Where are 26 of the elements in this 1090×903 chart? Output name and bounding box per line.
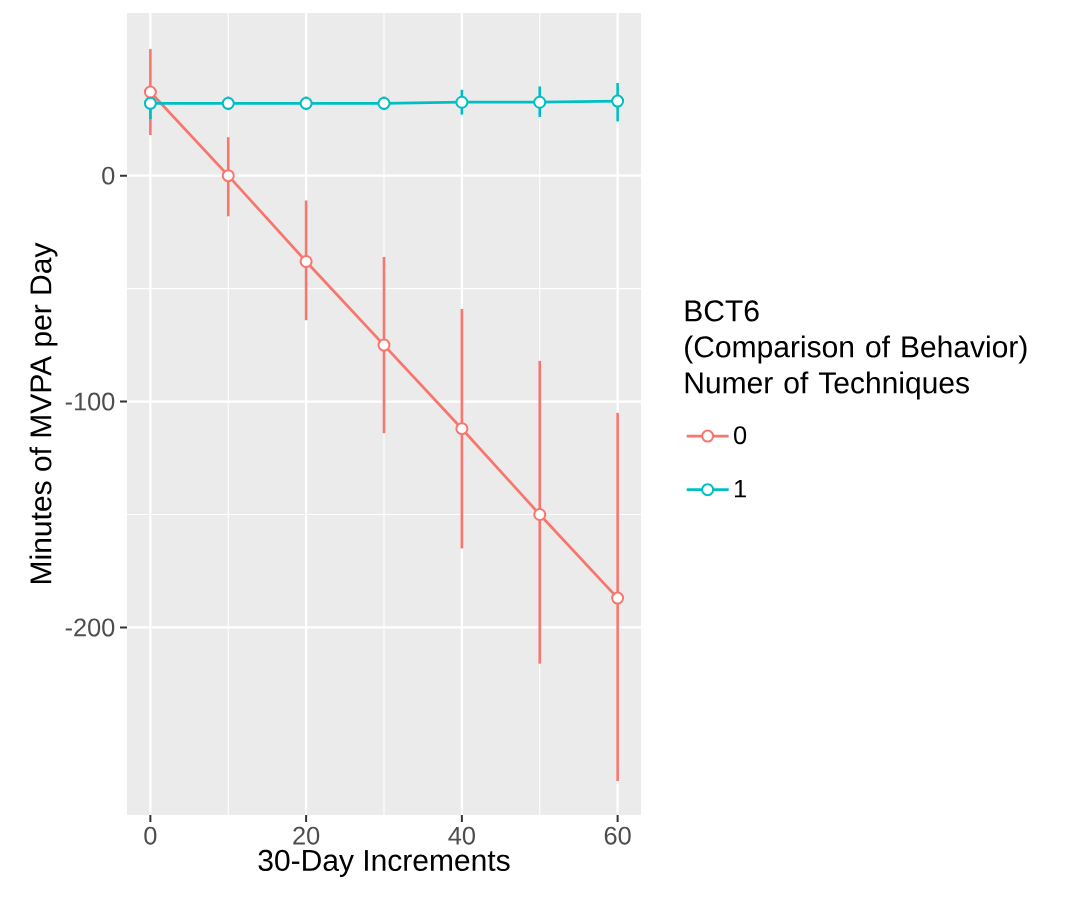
point xyxy=(143,96,157,110)
legend-label: 1 xyxy=(734,479,746,498)
y-tick-label: -100 xyxy=(65,392,115,411)
point xyxy=(533,508,547,522)
point xyxy=(221,169,235,183)
x-tick-label: 20 xyxy=(293,826,320,845)
point xyxy=(377,338,391,352)
legend-title: BCT6 (Comparison of Behavior) Numer of Techniques xyxy=(685,300,1027,400)
point xyxy=(533,95,547,109)
y-axis-title: Minutes of MVPA per Day xyxy=(29,242,58,583)
x-tick-label: 40 xyxy=(448,826,475,845)
point xyxy=(611,591,625,605)
point xyxy=(611,94,625,108)
point xyxy=(143,85,157,99)
point xyxy=(299,254,313,268)
point xyxy=(377,96,391,110)
point xyxy=(455,422,469,436)
y-tick-label: 0 xyxy=(102,166,115,185)
x-axis-title: 30-Day Increments xyxy=(258,849,510,877)
point xyxy=(299,96,313,110)
point xyxy=(455,95,469,109)
x-tick-label: 60 xyxy=(604,826,631,845)
point xyxy=(221,96,235,110)
x-tick-label: 0 xyxy=(144,826,157,845)
y-tick-label: -200 xyxy=(65,618,115,637)
legend-label: 0 xyxy=(734,426,747,445)
